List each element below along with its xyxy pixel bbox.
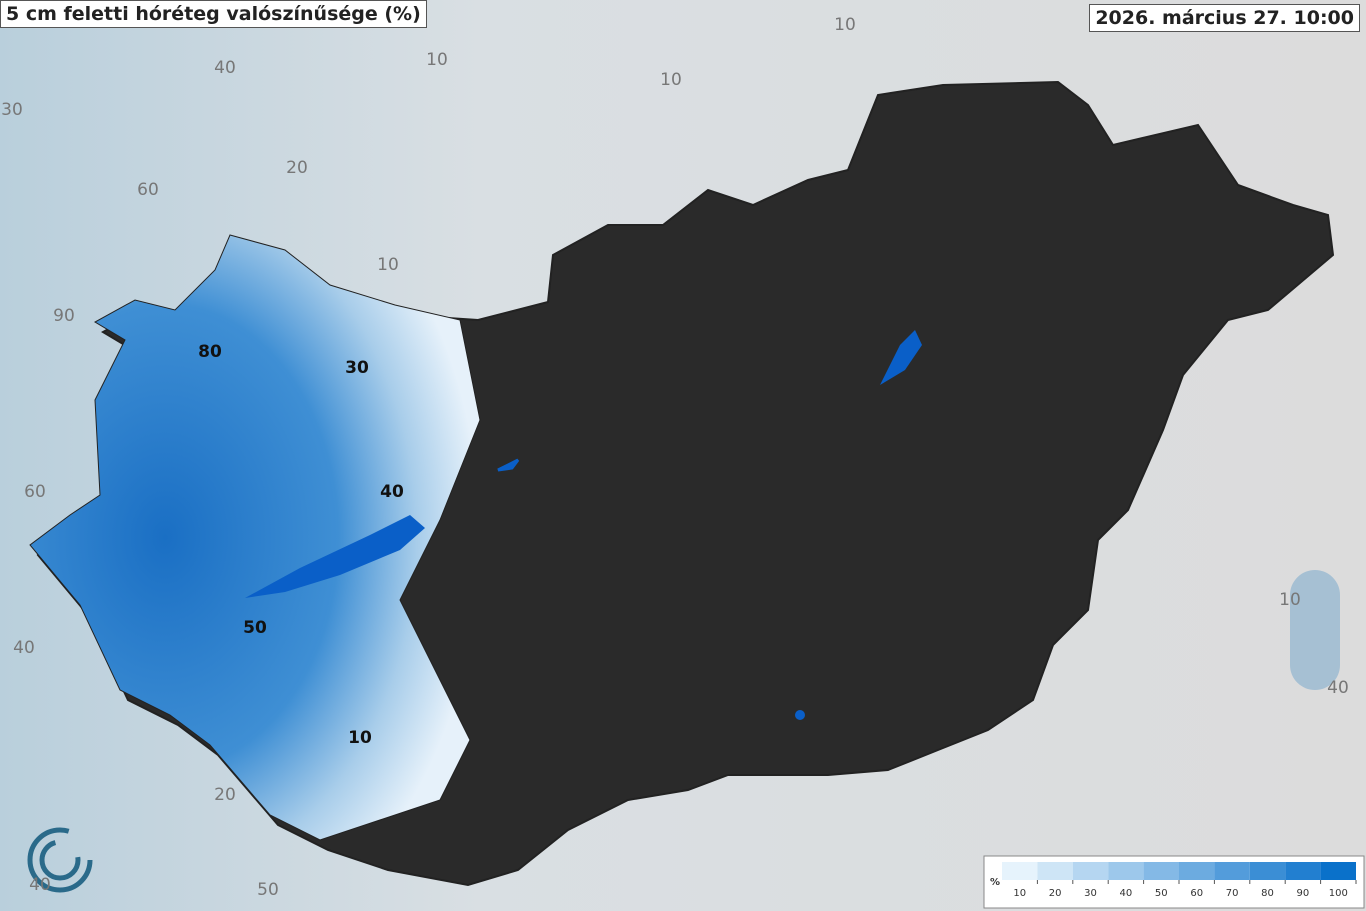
contour-label: 20 <box>214 785 236 805</box>
legend-swatch <box>1285 862 1321 880</box>
contour-label: 10 <box>348 728 372 748</box>
legend-tick-label: 70 <box>1226 888 1239 899</box>
legend-swatch <box>1249 862 1286 880</box>
contour-label: 40 <box>29 875 51 895</box>
contour-label: 60 <box>24 482 46 502</box>
snow-probability-area <box>29 234 481 841</box>
legend-swatch <box>1037 862 1073 880</box>
legend-swatch <box>1072 862 1109 880</box>
legend-tick-label: 50 <box>1155 888 1168 899</box>
contour-label: 10 <box>834 15 856 35</box>
contour-label: 50 <box>243 618 267 638</box>
timestamp: 2026. március 27. 10:00 <box>1089 4 1360 32</box>
contour-label: 10 <box>660 70 682 90</box>
legend-swatch <box>1108 862 1144 880</box>
lake <box>497 458 520 472</box>
contour-label: 20 <box>286 158 308 178</box>
contour-label: 50 <box>257 880 279 900</box>
legend: % 10 20 30 40 50 60 70 80 90 100 <box>983 855 1365 909</box>
legend-tick-label: 40 <box>1120 888 1133 899</box>
lake <box>880 330 922 385</box>
contour-label: 10 <box>426 50 448 70</box>
legend-swatch <box>1179 862 1215 880</box>
legend-swatch <box>1002 862 1038 880</box>
contour-label: 10 <box>1279 590 1301 610</box>
contour-label: 30 <box>1 100 23 120</box>
legend-tick-label: 20 <box>1049 888 1062 899</box>
legend-tick-label: 100 <box>1329 888 1348 899</box>
contour-label: 80 <box>198 342 222 362</box>
contour-label: 40 <box>1327 678 1349 698</box>
contour-label: 40 <box>380 482 404 502</box>
contour-label: 60 <box>137 180 159 200</box>
contour-label: 40 <box>214 58 236 78</box>
legend-unit: % <box>990 877 1000 888</box>
contour-label: 10 <box>377 255 399 275</box>
legend-swatch <box>1320 862 1356 880</box>
lake <box>245 515 425 598</box>
legend-tick-label: 90 <box>1297 888 1310 899</box>
lake <box>795 710 805 720</box>
legend-tick-label: 80 <box>1261 888 1274 899</box>
contour-label: 30 <box>345 358 369 378</box>
legend-tick-label: 30 <box>1084 888 1097 899</box>
contour-label: 90 <box>53 306 75 326</box>
contour-label: 40 <box>13 638 35 658</box>
title: 5 cm feletti hóréteg valószínűsége (%) <box>0 0 427 28</box>
legend-swatch <box>1143 862 1179 880</box>
legend-swatch <box>1214 862 1250 880</box>
legend-tick-label: 60 <box>1190 888 1203 899</box>
snow-area <box>1290 570 1340 690</box>
legend-tick-label: 10 <box>1013 888 1026 899</box>
logo <box>27 827 93 893</box>
